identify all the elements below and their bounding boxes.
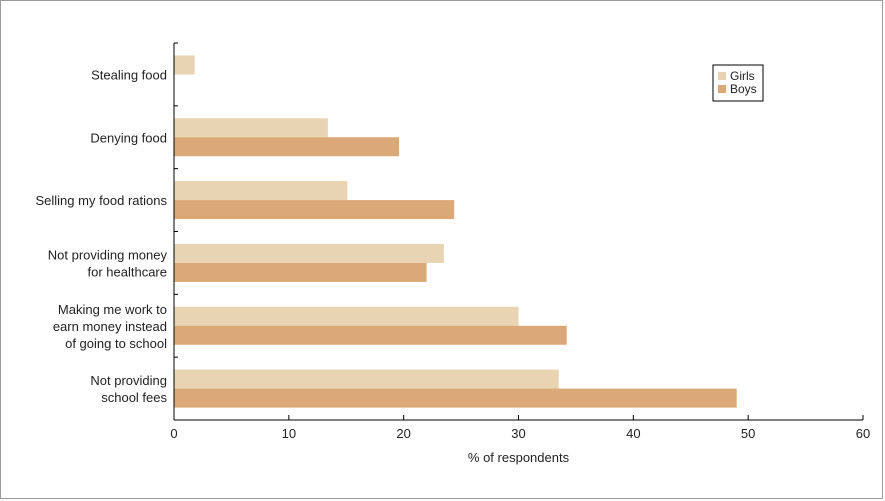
legend-swatch-girls <box>718 72 726 80</box>
bars-group <box>174 55 737 408</box>
category-label: Denying food <box>90 130 167 145</box>
bar-girls-4 <box>174 306 519 326</box>
bar-girls-1 <box>174 118 328 138</box>
category-label: Not providing money <box>48 247 168 262</box>
legend-box <box>712 64 764 102</box>
x-tick-label: 50 <box>741 426 755 441</box>
bar-girls-5 <box>174 369 559 389</box>
bar-boys-3 <box>174 262 427 282</box>
category-label: school fees <box>101 390 167 405</box>
x-tick-label: 20 <box>396 426 410 441</box>
category-labels: Stealing food Denying food Selling my food… <box>35 67 167 405</box>
x-tick-label: 30 <box>511 426 525 441</box>
legend-label-boys: Boys <box>730 82 757 96</box>
x-tick-label: 40 <box>626 426 640 441</box>
category-label: Selling my food rations <box>35 193 167 208</box>
bar-boys-2 <box>174 200 455 220</box>
category-label: Making me work to <box>58 302 167 317</box>
x-axis-label: % of respondents <box>468 450 570 465</box>
x-tick-label: 0 <box>170 426 177 441</box>
category-label: for healthcare <box>88 264 168 279</box>
x-tick-label: 60 <box>856 426 870 441</box>
category-label: earn money instead <box>53 319 167 334</box>
category-label: of going to school <box>65 336 167 351</box>
bar-girls-2 <box>174 181 348 201</box>
bar-girls-3 <box>174 243 444 263</box>
bar-boys-1 <box>174 137 400 157</box>
x-tick-label: 10 <box>282 426 296 441</box>
tick-labels: 0 10 20 30 40 50 60 <box>170 426 870 441</box>
axes-group <box>173 42 864 421</box>
bar-girls-0 <box>174 55 195 75</box>
category-label: Stealing food <box>91 67 167 82</box>
legend-label-girls: Girls <box>730 69 755 83</box>
category-label: Not providing <box>90 373 167 388</box>
legend-swatch-boys <box>718 85 726 93</box>
bar-boys-4 <box>174 325 567 345</box>
bar-boys-5 <box>174 388 737 408</box>
